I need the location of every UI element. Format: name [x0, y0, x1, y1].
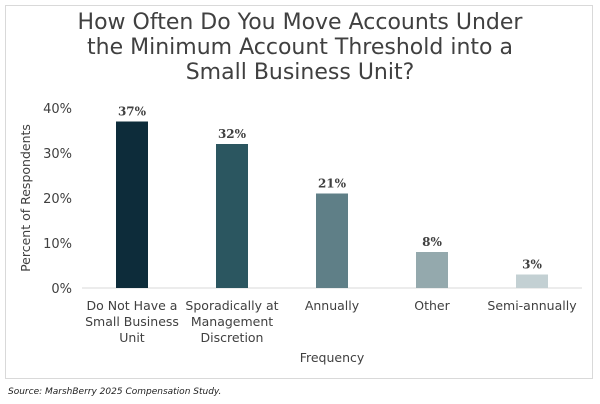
- bar: [416, 252, 448, 288]
- bar: [316, 193, 348, 288]
- y-tick-label: 20%: [43, 192, 72, 207]
- x-tick-label: Other: [414, 298, 450, 313]
- bar: [116, 121, 148, 288]
- x-axis-title: Frequency: [300, 350, 365, 365]
- chart-title: How Often Do You Move Accounts Under the…: [77, 10, 523, 85]
- source-note: Source: MarshBerry 2025 Compensation Stu…: [8, 387, 222, 397]
- x-tick-label: Unit: [119, 330, 145, 345]
- x-tick-label: Sporadically at: [185, 298, 278, 313]
- x-tick-label: Management: [191, 314, 273, 329]
- x-tick-label: Do Not Have a: [87, 298, 178, 313]
- y-axis-title: Percent of Respondents: [18, 124, 33, 272]
- x-tick-label: Discretion: [201, 330, 264, 345]
- y-tick-label: 10%: [43, 237, 72, 252]
- y-tick-label: 30%: [43, 147, 72, 162]
- bar: [516, 274, 548, 288]
- data-label: 32%: [218, 127, 247, 141]
- x-tick-label: Semi-annually: [487, 298, 577, 313]
- y-tick-label: 0%: [51, 282, 72, 297]
- x-tick-label: Small Business: [85, 314, 179, 329]
- chart-card: [5, 5, 593, 379]
- data-label: 3%: [522, 258, 542, 272]
- bar: [216, 144, 248, 288]
- data-label: 21%: [318, 177, 347, 191]
- y-tick-label: 40%: [43, 102, 72, 117]
- data-label: 37%: [118, 105, 147, 119]
- x-tick-label: Annually: [305, 298, 360, 313]
- data-label: 8%: [422, 235, 442, 249]
